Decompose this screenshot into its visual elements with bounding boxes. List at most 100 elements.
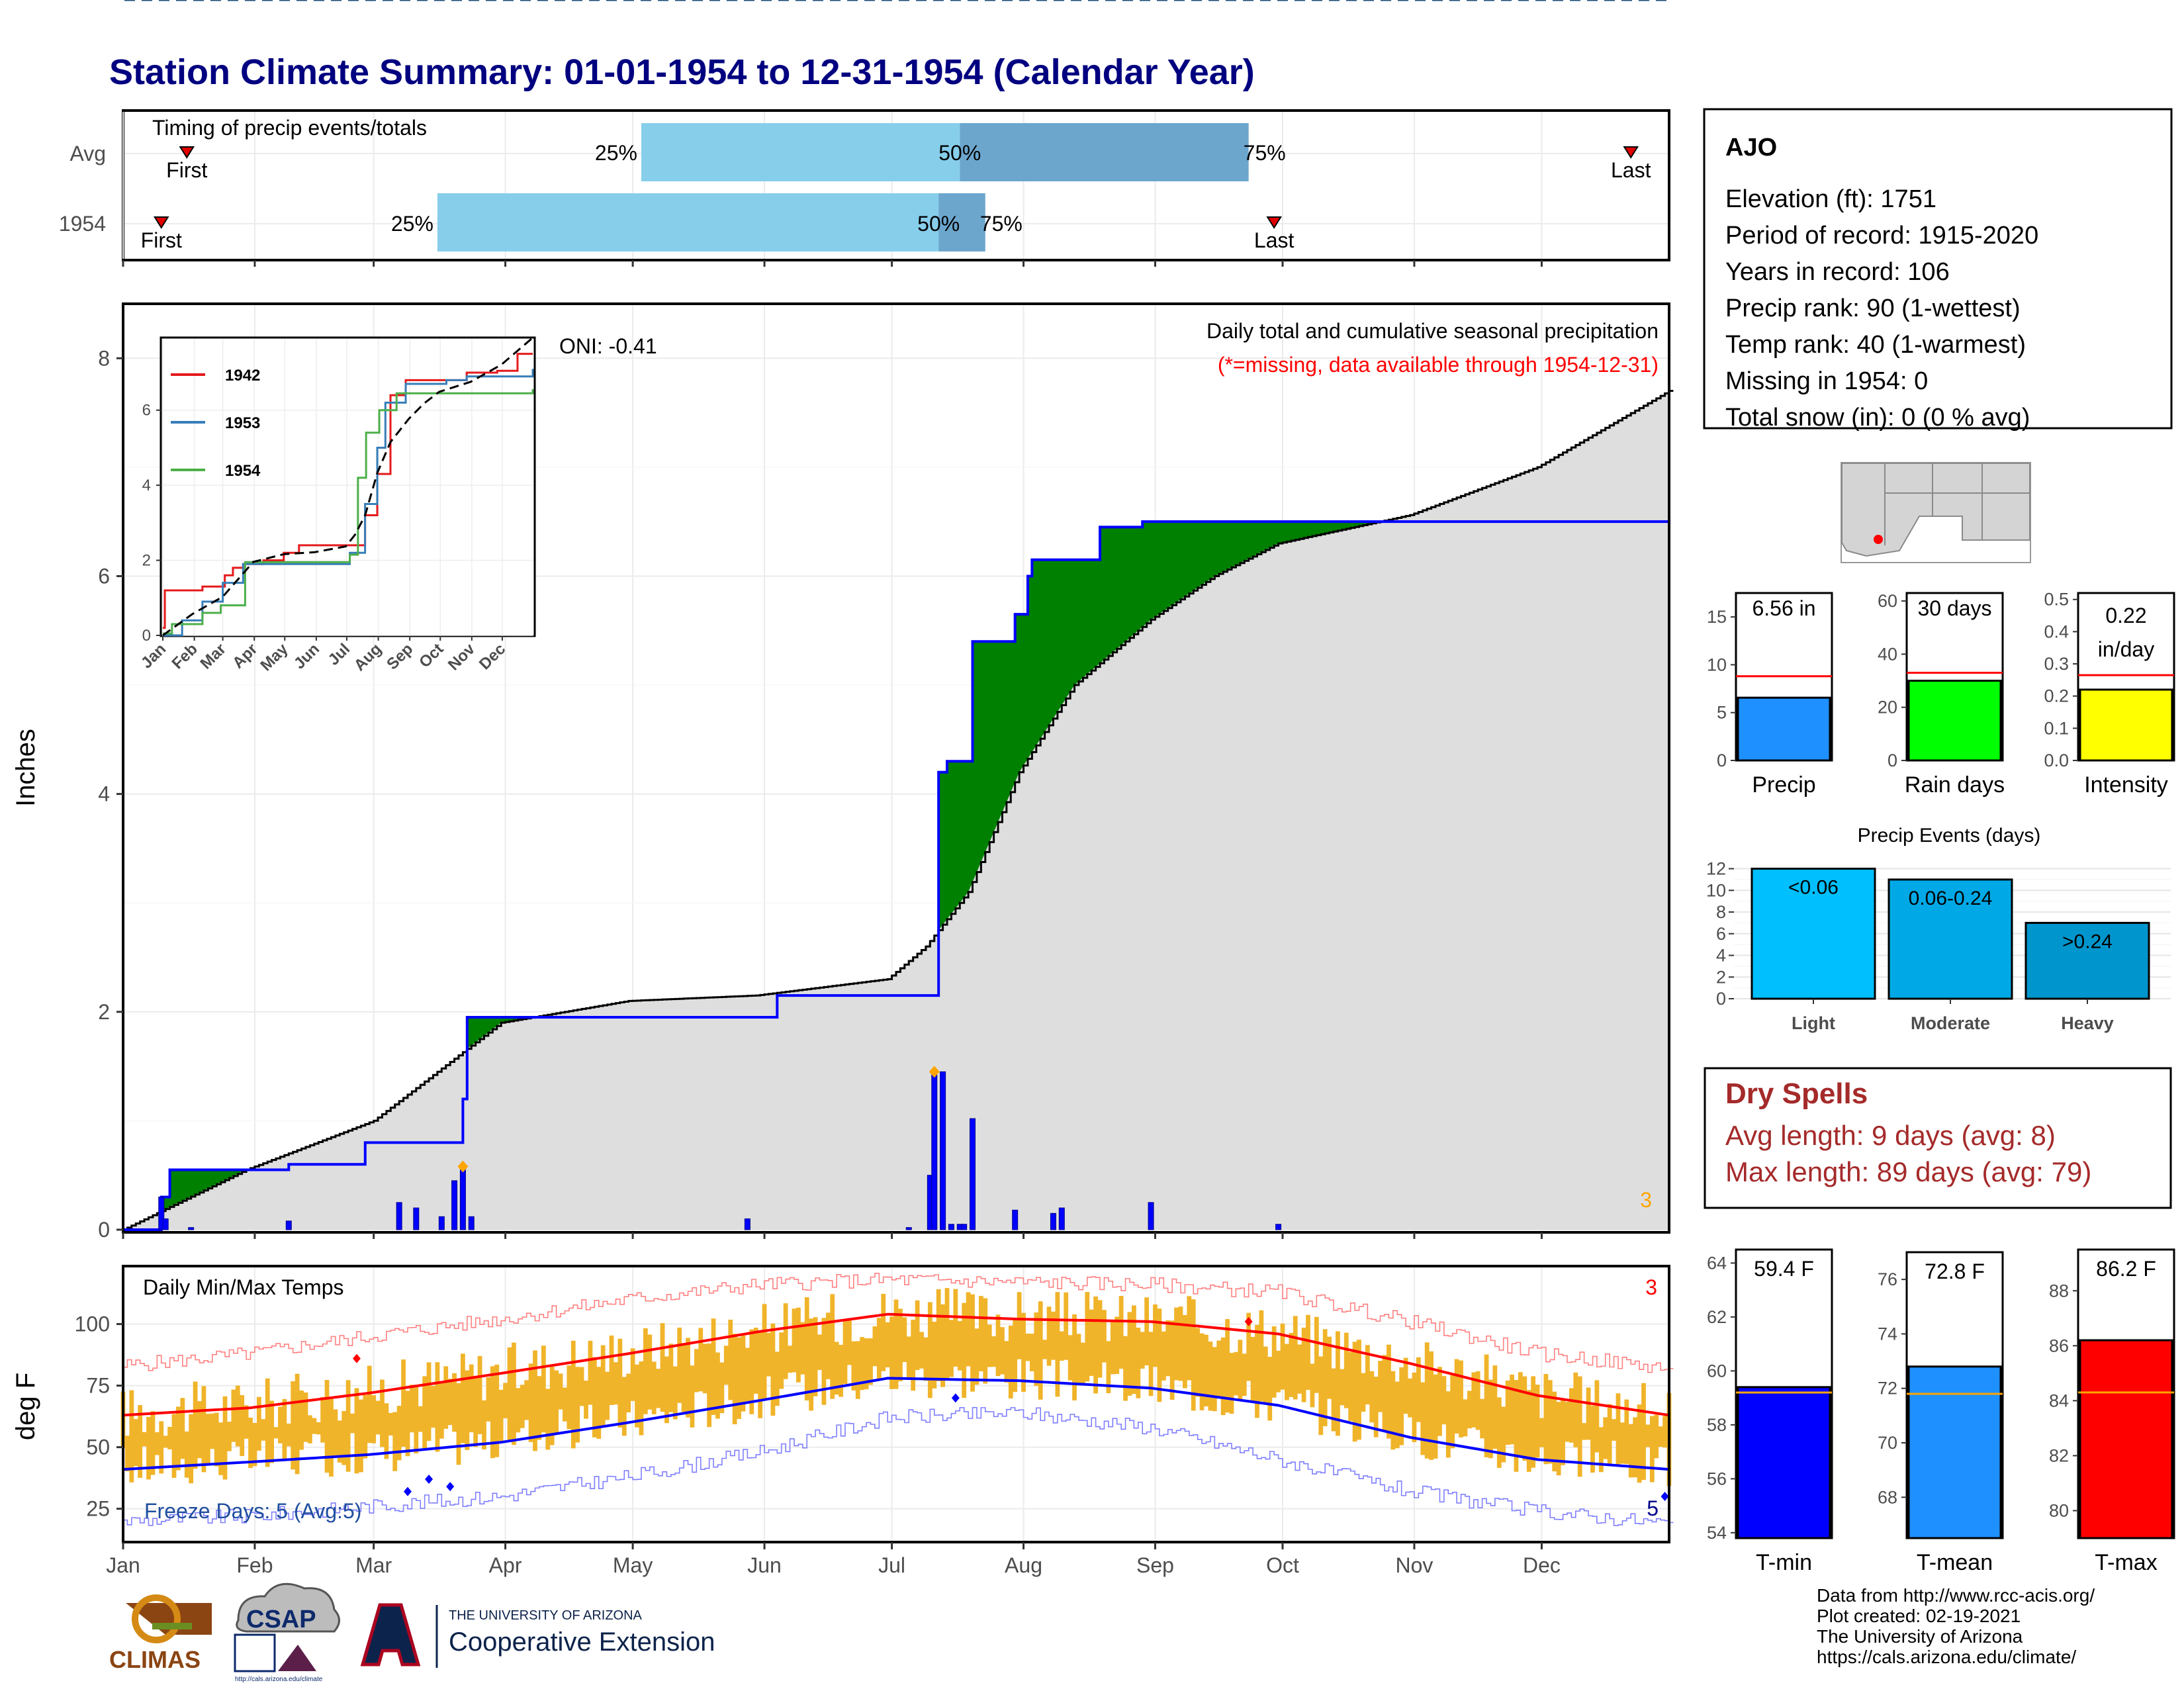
daily-temp-range-bar — [698, 1328, 703, 1391]
station-info-box: AJO Elevation (ft): 1751 Period of recor… — [1704, 109, 2171, 432]
daily-temp-range-bar — [622, 1377, 627, 1436]
precip-y-axis-label: Inches — [11, 729, 40, 807]
daily-temp-range-bar — [656, 1369, 660, 1408]
inset-y-tick-label: 6 — [142, 402, 151, 420]
precip-anomaly-segment — [1053, 560, 1058, 719]
precip-anomaly-segment — [1019, 614, 1024, 772]
daily-temp-range-bar — [1608, 1404, 1612, 1465]
daily-temp-range-bar — [983, 1299, 987, 1384]
daily-temp-range-bar — [682, 1343, 686, 1412]
daily-temp-range-bar — [1004, 1341, 1009, 1383]
daily-temp-range-bar — [809, 1318, 813, 1410]
daily-temp-range-bar — [915, 1301, 920, 1370]
timing-last-label: Last — [1611, 158, 1651, 182]
precip-anomaly-segment — [1219, 522, 1224, 574]
daily-temp-range-bar — [163, 1436, 168, 1447]
precip-anomaly-segment — [1002, 641, 1007, 812]
daily-temp-range-bar — [1404, 1358, 1408, 1414]
precip-anomaly-segment — [1274, 522, 1279, 545]
daily-temp-range-bar — [376, 1400, 381, 1434]
daily-temp-range-bar — [1251, 1337, 1255, 1402]
timing-bar-q3 — [960, 123, 1248, 181]
precip-anomaly-segment — [1147, 522, 1152, 623]
summary-bar-tick-label: 40 — [1878, 644, 1897, 664]
daily-temp-range-bar — [567, 1365, 571, 1429]
month-tick-label: Sep — [1136, 1553, 1174, 1577]
daily-temp-range-bar — [363, 1395, 367, 1459]
daily-temp-range-bar — [537, 1376, 542, 1440]
temp-bar-T-min — [1738, 1387, 1830, 1538]
precip-anomaly-segment — [178, 1169, 183, 1203]
daily-temp-range-bar — [435, 1362, 440, 1451]
daily-temp-range-bar — [529, 1363, 533, 1442]
daily-temp-range-bar — [1242, 1353, 1247, 1396]
daily-temp-range-bar — [520, 1385, 525, 1428]
daily-temp-range-bar — [754, 1328, 758, 1394]
daily-temp-range-bar — [724, 1346, 729, 1385]
precip-anomaly-segment — [1011, 641, 1015, 792]
daily-temp-range-bar — [996, 1314, 1001, 1376]
daily-temp-range-bar — [350, 1414, 355, 1434]
daily-temp-range-bar — [1420, 1383, 1425, 1455]
daily-temp-range-bar — [1221, 1338, 1226, 1415]
daily-precip-bar — [460, 1169, 465, 1230]
summary-bar-tick-label: 0.4 — [2044, 621, 2069, 641]
temp-bar-tick-label: 58 — [1707, 1415, 1727, 1435]
daily-temp-range-bar — [1212, 1347, 1217, 1411]
daily-temp-range-bar — [465, 1371, 469, 1450]
daily-temp-range-bar — [1153, 1304, 1158, 1367]
precip-anomaly-segment — [1113, 527, 1117, 652]
daily-temp-range-bar — [839, 1345, 843, 1397]
daily-temp-range-bar — [392, 1412, 397, 1471]
month-tick-label: Jul — [878, 1553, 905, 1577]
precip-anomaly-segment — [1291, 522, 1296, 541]
daily-temp-range-bar — [559, 1373, 563, 1409]
daily-temp-range-bar — [643, 1328, 648, 1414]
precip-anomaly-segment — [989, 641, 994, 842]
timing-p25-label: 25% — [391, 212, 433, 236]
timing-p75-label: 75% — [1244, 141, 1286, 165]
daily-temp-range-bar — [185, 1432, 189, 1478]
footer-line-1: Data from http://www.rcc-acis.org/ — [1817, 1585, 2095, 1606]
precip-anomaly-segment — [1079, 560, 1083, 682]
daily-temp-range-bar — [668, 1344, 673, 1412]
summary-bar-Intensity — [2080, 690, 2172, 760]
daily-temp-range-bar — [1390, 1371, 1395, 1450]
daily-temp-range-bar — [796, 1308, 801, 1383]
daily-temp-range-bar — [1098, 1300, 1103, 1377]
daily-temp-range-bar — [1595, 1380, 1600, 1452]
precip-anomaly-segment — [1024, 614, 1028, 766]
daily-temp-range-bar — [626, 1374, 631, 1412]
precip-anomaly-segment — [1070, 560, 1075, 692]
precip-anomaly-segment — [1096, 560, 1101, 667]
daily-temp-range-bar — [1068, 1335, 1073, 1380]
daily-temp-range-bar — [1000, 1327, 1005, 1374]
daily-temp-range-bar — [218, 1422, 223, 1475]
daily-temp-range-bar — [1510, 1375, 1514, 1444]
station-years: Years in record: 106 — [1725, 258, 1950, 286]
station-elevation: Elevation (ft): 1751 — [1725, 185, 1936, 213]
daily-precip-bar — [948, 1224, 954, 1230]
summary-bar-tick-label: 5 — [1717, 703, 1727, 723]
precip-anomaly-segment — [1257, 522, 1261, 554]
daily-temp-range-bar — [308, 1415, 312, 1443]
daily-temp-range-bar — [312, 1418, 316, 1434]
precip-anomaly-segment — [1177, 522, 1181, 602]
month-tick-label: Feb — [236, 1553, 273, 1577]
daily-temp-range-bar — [443, 1366, 448, 1428]
temp-bar-label: T-max — [2095, 1550, 2157, 1575]
precip-anomaly-segment — [1249, 522, 1253, 559]
daily-temp-range-bar — [1633, 1417, 1637, 1477]
precip-anomaly-segment — [947, 761, 952, 919]
summary-bar-tick-label: 0.2 — [2044, 686, 2069, 706]
daily-temp-range-bar — [1369, 1371, 1374, 1422]
precip-anomaly-segment — [1232, 522, 1236, 567]
svg-text:http://cals.arizona.edu/climat: http://cals.arizona.edu/climate — [235, 1676, 323, 1683]
precip-anomaly-segment — [1185, 522, 1189, 596]
daily-temp-range-bar — [125, 1436, 130, 1471]
daily-temp-range-bar — [580, 1367, 584, 1406]
daily-temp-range-bar — [1497, 1397, 1502, 1467]
inset-y-tick-label: 0 — [142, 627, 151, 645]
